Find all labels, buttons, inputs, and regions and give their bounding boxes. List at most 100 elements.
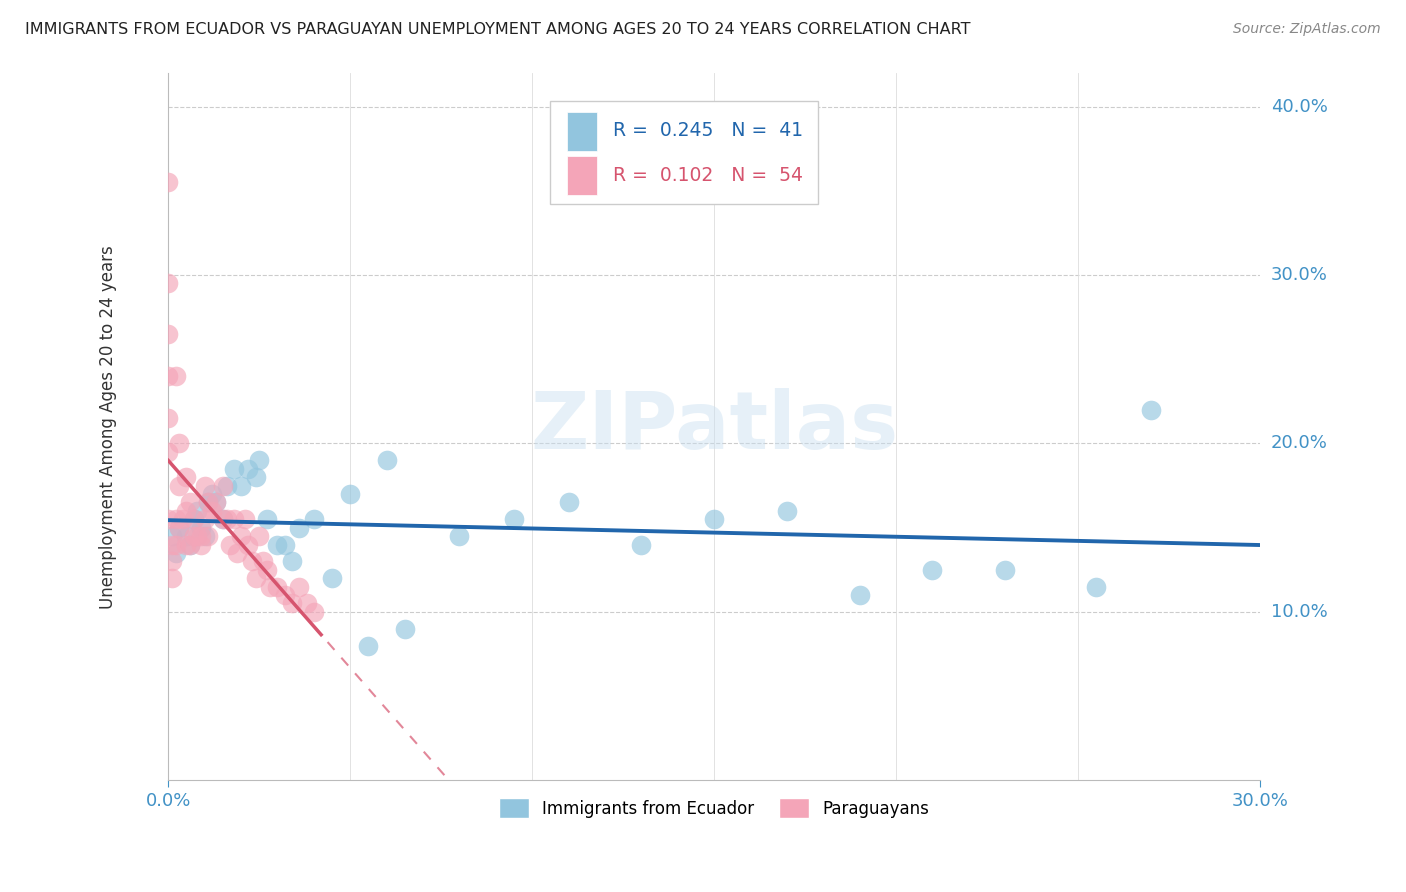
- Point: [449, 529, 471, 543]
- Point: [375, 453, 398, 467]
- Point: [238, 537, 260, 551]
- Point: [212, 478, 235, 492]
- Point: [157, 326, 180, 341]
- Point: [179, 495, 201, 509]
- Point: [194, 512, 217, 526]
- Point: [190, 521, 212, 535]
- Text: IMMIGRANTS FROM ECUADOR VS PARAGUAYAN UNEMPLOYMENT AMONG AGES 20 TO 24 YEARS COR: IMMIGRANTS FROM ECUADOR VS PARAGUAYAN UN…: [25, 22, 970, 37]
- Point: [167, 521, 190, 535]
- Point: [229, 529, 252, 543]
- Point: [176, 470, 198, 484]
- Point: [183, 512, 205, 526]
- Point: [288, 521, 311, 535]
- Point: [179, 537, 201, 551]
- Point: [157, 445, 180, 459]
- Text: Source: ZipAtlas.com: Source: ZipAtlas.com: [1233, 22, 1381, 37]
- Point: [994, 563, 1017, 577]
- Point: [167, 521, 190, 535]
- Point: [295, 597, 318, 611]
- Point: [212, 512, 235, 526]
- Bar: [567, 112, 598, 151]
- Point: [165, 546, 187, 560]
- Point: [197, 495, 219, 509]
- Bar: [567, 156, 598, 195]
- Point: [256, 512, 278, 526]
- Point: [157, 512, 180, 526]
- Point: [274, 588, 297, 602]
- Point: [204, 495, 226, 509]
- Point: [179, 537, 201, 551]
- Point: [157, 411, 180, 425]
- Point: [197, 495, 219, 509]
- FancyBboxPatch shape: [550, 102, 818, 204]
- Text: ZIPatlas: ZIPatlas: [530, 388, 898, 466]
- Point: [226, 546, 249, 560]
- Point: [229, 478, 252, 492]
- Point: [160, 537, 183, 551]
- Point: [201, 487, 224, 501]
- Point: [167, 478, 190, 492]
- Point: [247, 453, 270, 467]
- Point: [302, 512, 325, 526]
- Point: [219, 537, 242, 551]
- Point: [848, 588, 870, 602]
- Point: [247, 529, 270, 543]
- Point: [165, 537, 187, 551]
- Point: [339, 487, 361, 501]
- Point: [238, 461, 260, 475]
- Point: [1139, 402, 1161, 417]
- Point: [212, 512, 235, 526]
- Text: 10.0%: 10.0%: [1271, 603, 1327, 621]
- Point: [921, 563, 943, 577]
- Text: R =  0.102   N =  54: R = 0.102 N = 54: [613, 166, 803, 185]
- Point: [186, 529, 208, 543]
- Point: [357, 639, 380, 653]
- Text: 30.0%: 30.0%: [1271, 266, 1327, 284]
- Point: [245, 571, 267, 585]
- Point: [1085, 580, 1108, 594]
- Point: [183, 529, 205, 543]
- Point: [197, 529, 219, 543]
- Point: [776, 504, 799, 518]
- Point: [557, 495, 579, 509]
- Point: [157, 176, 180, 190]
- Point: [302, 605, 325, 619]
- Point: [703, 512, 725, 526]
- Text: Unemployment Among Ages 20 to 24 years: Unemployment Among Ages 20 to 24 years: [100, 244, 117, 608]
- Text: 40.0%: 40.0%: [1271, 97, 1327, 116]
- Point: [215, 478, 238, 492]
- Point: [194, 478, 217, 492]
- Point: [160, 529, 183, 543]
- Point: [176, 529, 198, 543]
- Point: [172, 512, 194, 526]
- Point: [288, 580, 311, 594]
- Point: [167, 436, 190, 450]
- Point: [165, 369, 187, 384]
- Point: [394, 622, 416, 636]
- Point: [176, 537, 198, 551]
- Point: [215, 512, 238, 526]
- Point: [160, 571, 183, 585]
- Point: [190, 537, 212, 551]
- Point: [201, 504, 224, 518]
- Point: [503, 512, 526, 526]
- Point: [233, 512, 256, 526]
- Point: [245, 470, 267, 484]
- Point: [194, 529, 217, 543]
- Point: [183, 512, 205, 526]
- Point: [157, 277, 180, 291]
- Legend: Immigrants from Ecuador, Paraguayans: Immigrants from Ecuador, Paraguayans: [492, 791, 936, 825]
- Point: [259, 580, 281, 594]
- Point: [157, 369, 180, 384]
- Point: [281, 597, 304, 611]
- Point: [204, 495, 226, 509]
- Point: [190, 529, 212, 543]
- Point: [222, 461, 245, 475]
- Point: [630, 537, 652, 551]
- Point: [321, 571, 343, 585]
- Point: [266, 580, 288, 594]
- Point: [240, 554, 263, 568]
- Point: [252, 554, 274, 568]
- Point: [165, 512, 187, 526]
- Point: [186, 504, 208, 518]
